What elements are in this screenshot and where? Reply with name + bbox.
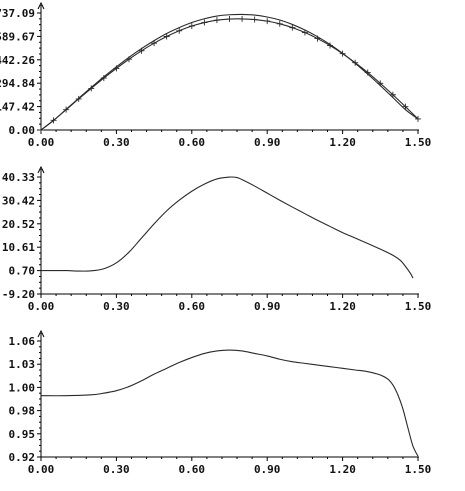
data-point-marker <box>213 17 220 24</box>
data-point-marker <box>38 127 44 133</box>
y-tick-label: 1.06 <box>9 335 36 348</box>
y-tick-label: 294.84 <box>0 77 35 90</box>
y-axis-arrow <box>37 1 45 10</box>
data-point-marker <box>339 50 346 57</box>
y-tick-label: 0.70 <box>9 265 36 278</box>
data-point-marker <box>201 19 208 26</box>
data-point-marker <box>176 27 183 34</box>
x-tick-label: 0.60 <box>179 136 206 149</box>
y-tick-label: 0.00 <box>9 124 36 137</box>
y-tick-label: 442.26 <box>0 54 35 67</box>
x-tick-label: 1.20 <box>329 300 356 313</box>
y-axis-arrow <box>37 329 45 338</box>
data-point-marker <box>377 80 384 87</box>
y-tick-label: 0.92 <box>9 451 36 464</box>
x-tick-label: 1.50 <box>405 463 432 476</box>
data-point-marker <box>63 106 70 113</box>
x-tick-label: 0.90 <box>254 136 281 149</box>
x-tick-label: 0.30 <box>103 136 130 149</box>
data-point-marker <box>402 103 409 110</box>
data-point-marker <box>188 23 195 30</box>
data-point-marker <box>352 59 359 66</box>
data-point-marker <box>226 16 233 23</box>
series-line-1 <box>40 349 419 457</box>
y-tick-label: 30.42 <box>2 194 35 207</box>
data-point-marker <box>239 15 246 22</box>
x-tick-label: 0.60 <box>179 463 206 476</box>
data-point-marker <box>364 69 371 76</box>
data-point-marker <box>100 75 107 82</box>
data-point-marker <box>125 56 132 63</box>
y-tick-label: 737.09 <box>0 7 35 20</box>
x-tick-label: 1.50 <box>405 136 432 149</box>
chart-panel-1: 0.00 0.30 0.60 0.90 1.20 1.50 0.00 147.42 294.84… <box>0 1 432 149</box>
data-point-marker <box>88 85 95 92</box>
x-tick-label: 0.90 <box>254 300 281 313</box>
data-point-marker <box>163 33 170 40</box>
data-point-marker <box>251 16 258 23</box>
data-point-marker <box>50 117 57 124</box>
chart-panels: 0.00 0.30 0.60 0.90 1.20 1.50 0.00 147.42 294.84… <box>0 1 432 476</box>
data-point-marker <box>276 20 283 27</box>
x-tick-label: 1.50 <box>405 300 432 313</box>
x-tick-label: 0.90 <box>254 463 281 476</box>
data-point-marker <box>264 18 271 25</box>
x-tick-label: 1.20 <box>329 463 356 476</box>
data-point-marker <box>415 115 421 122</box>
data-point-marker <box>113 65 120 72</box>
y-tick-label: 0.95 <box>9 428 36 441</box>
data-point-marker <box>289 24 296 31</box>
y-axis-arrow <box>37 165 45 174</box>
y-tick-label: -9.20 <box>2 288 35 301</box>
data-point-marker <box>389 91 396 98</box>
x-tick-label: 0.30 <box>103 300 130 313</box>
chart-panel-2: 0.00 0.30 0.60 0.90 1.20 1.50 -9.20 0.70 10.61 20… <box>2 165 432 313</box>
y-tick-label: 10.61 <box>2 241 35 254</box>
x-tick-label: 1.20 <box>329 136 356 149</box>
y-tick-label: 1.03 <box>9 358 36 371</box>
x-tick-label: 0.30 <box>103 463 130 476</box>
y-tick-label: 20.52 <box>2 218 35 231</box>
series-line-1 <box>40 176 414 279</box>
data-point-marker <box>151 40 158 47</box>
y-tick-label: 0.98 <box>9 405 36 418</box>
data-point-marker <box>301 29 308 36</box>
y-tick-label: 147.42 <box>0 101 35 114</box>
y-tick-label: 1.00 <box>9 381 36 394</box>
x-tick-label: 0.00 <box>28 136 55 149</box>
x-tick-label: 0.60 <box>179 300 206 313</box>
data-point-marker <box>327 42 334 49</box>
data-point-marker <box>75 95 82 102</box>
y-tick-label: 589.67 <box>0 30 35 43</box>
y-tick-label: 40.33 <box>2 171 35 184</box>
x-tick-label: 0.00 <box>28 300 55 313</box>
data-point-marker <box>314 35 321 42</box>
x-tick-label: 0.00 <box>28 463 55 476</box>
chart-panel-3: 0.00 0.30 0.60 0.90 1.20 1.50 0.92 0.95 0.98 1.00… <box>9 329 432 476</box>
data-point-marker <box>138 47 145 54</box>
